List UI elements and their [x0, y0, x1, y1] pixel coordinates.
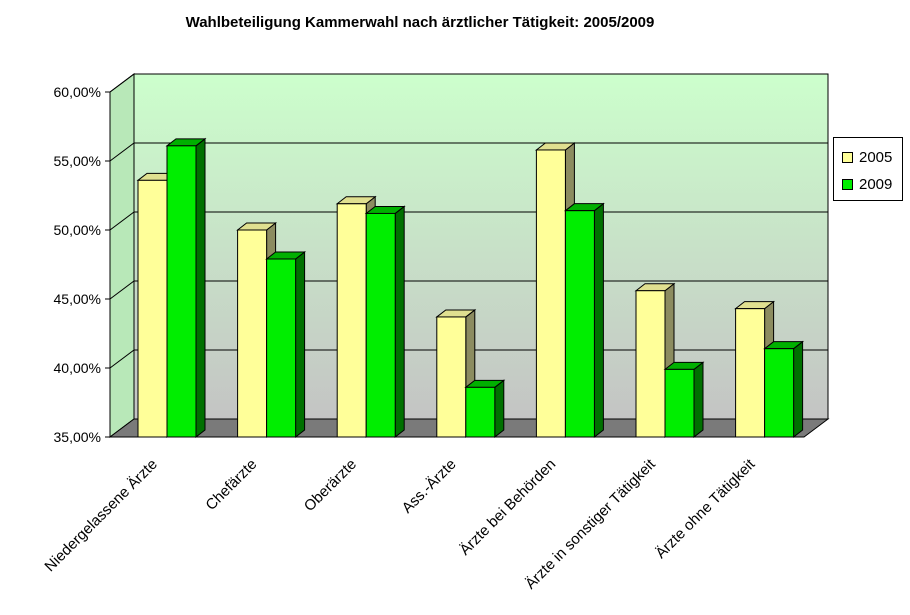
- y-tick-label: 35,00%: [54, 429, 101, 445]
- x-tick-label-oberärzte: Oberärzte: [301, 456, 360, 515]
- x-tick-label-ass-ärzte: Ass.-Ärzte: [399, 456, 460, 517]
- bar-2009-ärzte-ohne-tätigkeit: [763, 340, 805, 439]
- bar-2009-ärzte-in-sonstiger-tätigkeit: [663, 361, 705, 439]
- chart-title: Wahlbeteiligung Kammerwahl nach ärztlich…: [185, 14, 655, 31]
- side-wall: [109, 73, 135, 438]
- y-tick-label: 40,00%: [54, 360, 101, 376]
- legend-label-2005: 2005: [859, 148, 893, 166]
- legend-item-2009: 2009: [842, 174, 892, 194]
- bar-2009-niedergelassene-ärzte: [165, 137, 207, 439]
- bar-2009-chefärzte: [265, 250, 307, 439]
- x-tick-label-chefärzte: Chefärzte: [202, 456, 260, 514]
- gridline: [109, 73, 828, 93]
- legend: 2005 2009: [833, 137, 903, 201]
- x-tick-label-ärzte-ohne-tätigkeit: Ärzte ohne Tätigkeit: [652, 455, 759, 562]
- y-tick-label: 55,00%: [54, 153, 101, 169]
- legend-swatch-2009: [842, 178, 853, 190]
- legend-swatch-2005: [842, 151, 853, 163]
- x-tick-label-niedergelassene-ärzte: Niedergelassene Ärzte: [41, 456, 160, 575]
- gridline: [109, 142, 828, 162]
- x-tick-label-ärzte-bei-behörden: Ärzte bei Behörden: [456, 456, 559, 559]
- bar-2009-oberärzte: [364, 205, 406, 439]
- bar-2009-ärzte-bei-behörden: [563, 202, 605, 439]
- bar-2009-ass-ärzte: [464, 379, 506, 439]
- y-tick-label: 50,00%: [54, 222, 101, 238]
- y-tick-label: 60,00%: [54, 84, 101, 100]
- legend-label-2009: 2009: [859, 175, 893, 193]
- legend-item-2005: 2005: [842, 147, 892, 167]
- y-tick-label: 45,00%: [54, 291, 101, 307]
